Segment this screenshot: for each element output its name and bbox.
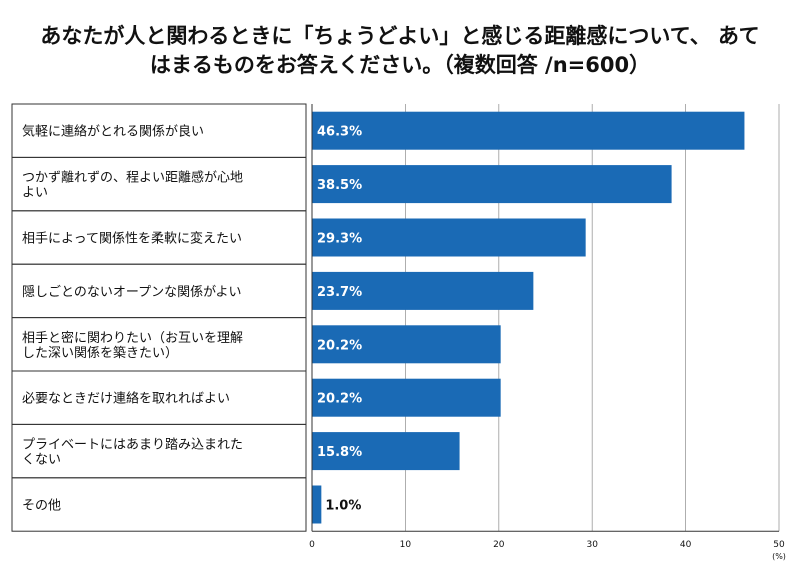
category-label-line: 隠しごとのないオープンな関係がよい bbox=[22, 284, 241, 300]
x-tick-label: 0 bbox=[309, 540, 315, 550]
category-label: その他 bbox=[22, 499, 61, 514]
value-label: 15.8% bbox=[317, 445, 362, 460]
bar bbox=[312, 378, 501, 417]
unit-label: (%) bbox=[772, 552, 786, 561]
category-label-line: くない bbox=[22, 453, 61, 468]
category-label: つかず離れずの、程よい距離感が心地よい bbox=[22, 170, 243, 201]
category-label: 隠しごとのないオープンな関係がよい bbox=[22, 284, 241, 300]
chart-title: あなたが人と関わるときに「ちょうどよい」と感じる距離感について、 あて はまるも… bbox=[40, 22, 760, 80]
x-tick-label: 40 bbox=[680, 540, 692, 550]
value-label: 20.2% bbox=[317, 392, 362, 407]
x-tick-label: 20 bbox=[493, 540, 505, 550]
category-label: 相手と密に関わりたい（お互いを理解した深い関係を築きたい） bbox=[22, 330, 243, 361]
value-label: 23.7% bbox=[317, 285, 362, 300]
category-label-line: 気軽に連絡がとれる関係が良い bbox=[22, 124, 204, 140]
bar bbox=[312, 111, 745, 150]
value-label: 1.0% bbox=[325, 499, 361, 514]
value-label: 20.2% bbox=[317, 338, 362, 353]
value-label: 38.5% bbox=[317, 178, 362, 193]
bar bbox=[312, 325, 501, 364]
category-label-line: 必要なときだけ連絡を取れればよい bbox=[22, 391, 230, 407]
bar bbox=[312, 432, 460, 471]
x-tick-label: 50 bbox=[773, 540, 785, 550]
category-label-line: つかず離れずの、程よい距離感が心地 bbox=[22, 170, 243, 186]
category-label: プライベートにはあまり踏み込まれたくない bbox=[22, 438, 243, 468]
category-label-line: した深い関係を築きたい） bbox=[22, 346, 178, 361]
category-label-box bbox=[11, 477, 307, 532]
category-label-line: プライベートにはあまり踏み込まれた bbox=[22, 438, 243, 453]
chart-title-line-1: あなたが人と関わるときに「ちょうどよい」と感じる距離感について、 あて bbox=[40, 24, 760, 48]
category-label-line: 相手と密に関わりたい（お互いを理解 bbox=[22, 330, 243, 346]
category-label: 必要なときだけ連絡を取れればよい bbox=[22, 391, 230, 407]
x-tick-label: 10 bbox=[400, 540, 412, 550]
bar bbox=[312, 485, 322, 524]
bar bbox=[312, 165, 672, 204]
category-label-line: 相手によって関係性を柔軟に変えたい bbox=[22, 231, 242, 247]
value-label: 46.3% bbox=[317, 125, 362, 140]
category-label-line: よい bbox=[22, 186, 48, 201]
bar bbox=[312, 218, 586, 257]
category-label: 気軽に連絡がとれる関係が良い bbox=[22, 124, 204, 140]
x-tick-label: 30 bbox=[586, 540, 598, 550]
chart-title-line-2: はまるものをお答えください。（複数回答 /n=600） bbox=[149, 53, 651, 77]
value-label: 29.3% bbox=[317, 232, 362, 247]
category-label: 相手によって関係性を柔軟に変えたい bbox=[22, 231, 242, 247]
category-label-line: その他 bbox=[22, 499, 61, 514]
bar bbox=[312, 271, 534, 310]
